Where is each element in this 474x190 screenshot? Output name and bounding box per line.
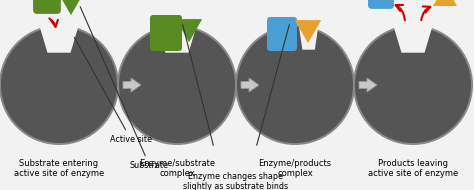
Circle shape [0,25,119,145]
FancyBboxPatch shape [368,0,394,9]
Polygon shape [393,22,433,52]
Circle shape [235,25,355,145]
Text: Products leaving
active site of enzyme: Products leaving active site of enzyme [368,159,458,178]
Text: Active site: Active site [74,37,152,144]
Text: Enzyme/products
complex: Enzyme/products complex [258,159,331,178]
Text: Substrate: Substrate [80,6,169,170]
Polygon shape [299,22,318,49]
Circle shape [353,25,473,145]
Polygon shape [39,22,79,52]
FancyArrow shape [359,78,377,92]
Polygon shape [433,0,457,6]
FancyBboxPatch shape [150,15,182,51]
Circle shape [1,27,117,143]
Polygon shape [272,22,291,49]
Text: Substrate entering
active site of enzyme: Substrate entering active site of enzyme [14,159,104,178]
Polygon shape [176,19,202,42]
FancyArrow shape [123,78,141,92]
FancyArrow shape [241,78,259,92]
Circle shape [237,27,353,143]
Circle shape [355,27,471,143]
Text: Enzyme/substrate
complex: Enzyme/substrate complex [139,159,215,178]
FancyBboxPatch shape [267,17,297,51]
Polygon shape [58,0,84,15]
Circle shape [117,25,237,145]
Polygon shape [295,20,321,43]
Circle shape [119,27,235,143]
Text: Enzyme changes shape
slightly as substrate binds: Enzyme changes shape slightly as substra… [183,172,289,190]
FancyBboxPatch shape [33,0,61,14]
Polygon shape [157,22,197,52]
